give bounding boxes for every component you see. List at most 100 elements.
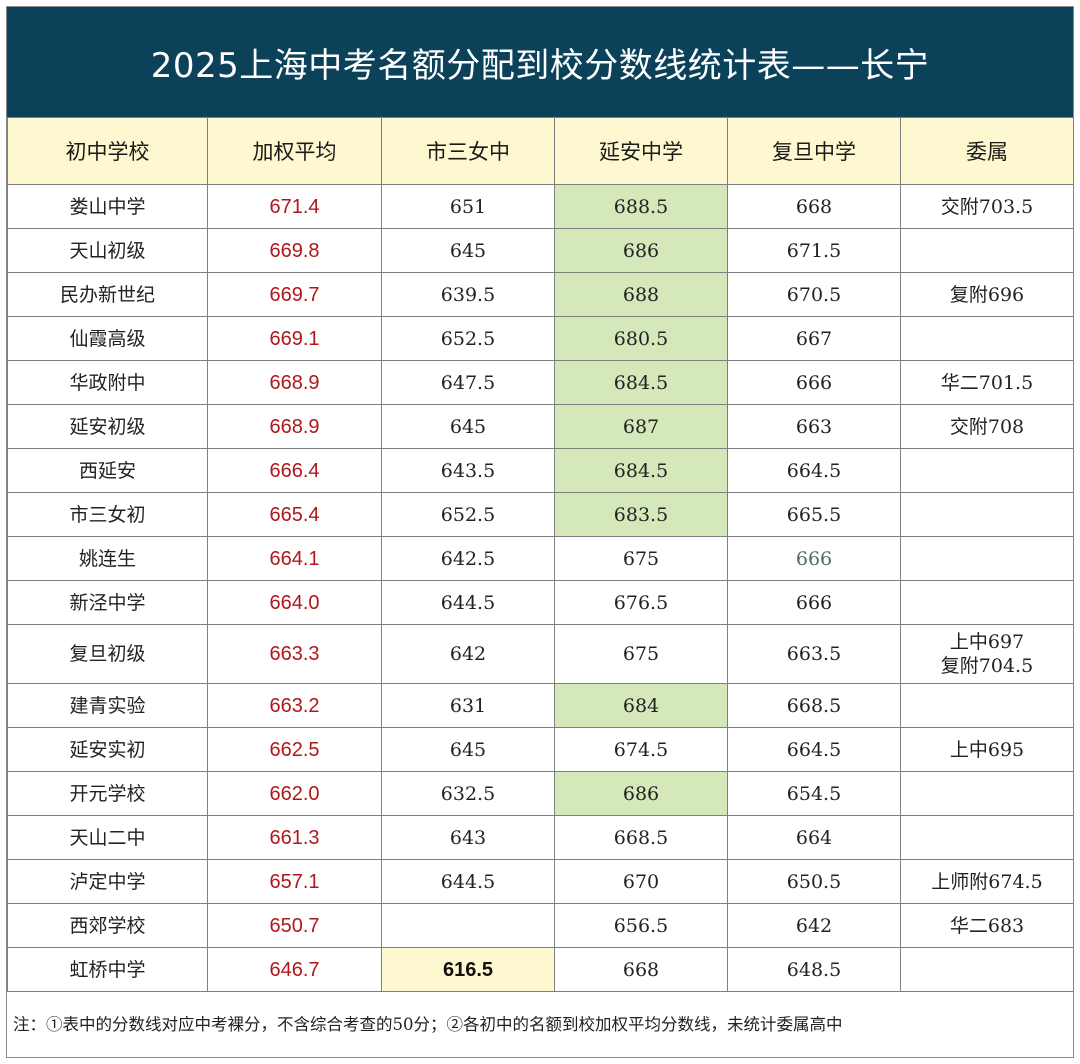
cell-weishu <box>900 815 1074 860</box>
cell-school: 建青实验 <box>7 683 208 728</box>
cell-weighted-avg: 668.9 <box>207 404 382 449</box>
cell-weishu: 华二701.5 <box>900 360 1074 405</box>
cell-yanan: 675 <box>554 624 728 684</box>
cell-shisannv: 651 <box>381 184 555 229</box>
cell-school: 娄山中学 <box>7 184 208 229</box>
cell-school: 姚连生 <box>7 536 208 581</box>
cell-fudan: 648.5 <box>727 947 901 992</box>
header-fudan: 复旦中学 <box>727 117 901 185</box>
cell-yanan: 683.5 <box>554 492 728 537</box>
cell-school: 复旦初级 <box>7 624 208 684</box>
cell-yanan: 675 <box>554 536 728 581</box>
cell-fudan: 671.5 <box>727 228 901 273</box>
weishu-entry: 交附703.5 <box>940 195 1034 218</box>
cell-weishu: 交附708 <box>900 404 1074 449</box>
cell-school: 华政附中 <box>7 360 208 405</box>
table-row: 开元学校 662.0 632.5 686 654.5 <box>7 771 1074 816</box>
cell-shisannv: 644.5 <box>381 580 555 625</box>
cell-weighted-avg: 666.4 <box>207 448 382 493</box>
table-row: 延安初级 668.9 645 687 663 交附708 <box>7 404 1074 449</box>
cell-fudan: 666 <box>727 580 901 625</box>
table-row: 复旦初级 663.3 642 675 663.5 上中697 复附704.5 <box>7 624 1074 684</box>
cell-shisannv <box>381 903 555 948</box>
header-weighted-avg: 加权平均 <box>207 117 382 185</box>
cell-weighted-avg: 665.4 <box>207 492 382 537</box>
table-row: 泸定中学 657.1 644.5 670 650.5 上师附674.5 <box>7 859 1074 904</box>
cell-weishu <box>900 448 1074 493</box>
table-row: 西延安 666.4 643.5 684.5 664.5 <box>7 448 1074 493</box>
cell-weishu: 华二683 <box>900 903 1074 948</box>
header-school: 初中学校 <box>7 117 208 185</box>
cell-weishu <box>900 228 1074 273</box>
cell-weishu: 上师附674.5 <box>900 859 1074 904</box>
cell-yanan: 670 <box>554 859 728 904</box>
table-row: 仙霞高级 669.1 652.5 680.5 667 <box>7 316 1074 361</box>
header-yanan: 延安中学 <box>554 117 728 185</box>
cell-weishu <box>900 316 1074 361</box>
score-sheet: 2025上海中考名额分配到校分数线统计表——长宁 初中学校 加权平均 市三女中 … <box>6 6 1074 1058</box>
cell-yanan: 674.5 <box>554 727 728 772</box>
cell-weishu <box>900 492 1074 537</box>
table-row: 天山二中 661.3 643 668.5 664 <box>7 815 1074 860</box>
cell-fudan: 642 <box>727 903 901 948</box>
cell-school: 延安实初 <box>7 727 208 772</box>
cell-shisannv: 644.5 <box>381 859 555 904</box>
cell-weighted-avg: 671.4 <box>207 184 382 229</box>
cell-weishu <box>900 683 1074 728</box>
cell-yanan: 688.5 <box>554 184 728 229</box>
cell-yanan: 686 <box>554 771 728 816</box>
cell-shisannv: 616.5 <box>381 947 555 992</box>
cell-school: 开元学校 <box>7 771 208 816</box>
cell-weishu <box>900 536 1074 581</box>
table-row: 华政附中 668.9 647.5 684.5 666 华二701.5 <box>7 360 1074 405</box>
cell-shisannv: 645 <box>381 727 555 772</box>
cell-fudan: 667 <box>727 316 901 361</box>
table-row: 西郊学校 650.7 656.5 642 华二683 <box>7 903 1074 948</box>
weishu-entry: 华二701.5 <box>940 371 1034 394</box>
cell-school: 延安初级 <box>7 404 208 449</box>
cell-shisannv: 652.5 <box>381 316 555 361</box>
cell-shisannv: 652.5 <box>381 492 555 537</box>
table-row: 娄山中学 671.4 651 688.5 668 交附703.5 <box>7 184 1074 229</box>
cell-fudan: 668 <box>727 184 901 229</box>
cell-shisannv: 645 <box>381 228 555 273</box>
cell-weighted-avg: 664.0 <box>207 580 382 625</box>
score-table: 初中学校 加权平均 市三女中 延安中学 复旦中学 委属 娄山中学 671.4 651… <box>7 117 1074 992</box>
cell-school: 西郊学校 <box>7 903 208 948</box>
weishu-entry: 复附696 <box>949 283 1025 306</box>
cell-weighted-avg: 663.2 <box>207 683 382 728</box>
cell-weighted-avg: 669.7 <box>207 272 382 317</box>
cell-yanan: 668.5 <box>554 815 728 860</box>
cell-fudan: 665.5 <box>727 492 901 537</box>
cell-shisannv: 631 <box>381 683 555 728</box>
cell-shisannv: 643 <box>381 815 555 860</box>
cell-shisannv: 642.5 <box>381 536 555 581</box>
cell-shisannv: 643.5 <box>381 448 555 493</box>
cell-yanan: 684 <box>554 683 728 728</box>
cell-yanan: 680.5 <box>554 316 728 361</box>
cell-fudan: 666 <box>727 360 901 405</box>
cell-school: 泸定中学 <box>7 859 208 904</box>
table-row: 新泾中学 664.0 644.5 676.5 666 <box>7 580 1074 625</box>
cell-weighted-avg: 646.7 <box>207 947 382 992</box>
cell-shisannv: 639.5 <box>381 272 555 317</box>
cell-shisannv: 647.5 <box>381 360 555 405</box>
cell-fudan: 670.5 <box>727 272 901 317</box>
cell-fudan: 654.5 <box>727 771 901 816</box>
weishu-entry: 复附704.5 <box>940 655 1034 677</box>
cell-weishu: 复附696 <box>900 272 1074 317</box>
table-row: 市三女初 665.4 652.5 683.5 665.5 <box>7 492 1074 537</box>
cell-yanan: 688 <box>554 272 728 317</box>
cell-weighted-avg: 664.1 <box>207 536 382 581</box>
cell-fudan: 663 <box>727 404 901 449</box>
cell-weishu: 交附703.5 <box>900 184 1074 229</box>
cell-school: 天山二中 <box>7 815 208 860</box>
weishu-entry: 交附708 <box>949 415 1025 438</box>
weishu-entry: 华二683 <box>949 914 1025 937</box>
cell-shisannv: 642 <box>381 624 555 684</box>
cell-fudan: 664.5 <box>727 448 901 493</box>
header-row: 初中学校 加权平均 市三女中 延安中学 复旦中学 委属 <box>7 117 1074 185</box>
table-row: 民办新世纪 669.7 639.5 688 670.5 复附696 <box>7 272 1074 317</box>
cell-fudan: 663.5 <box>727 624 901 684</box>
cell-weighted-avg: 669.1 <box>207 316 382 361</box>
